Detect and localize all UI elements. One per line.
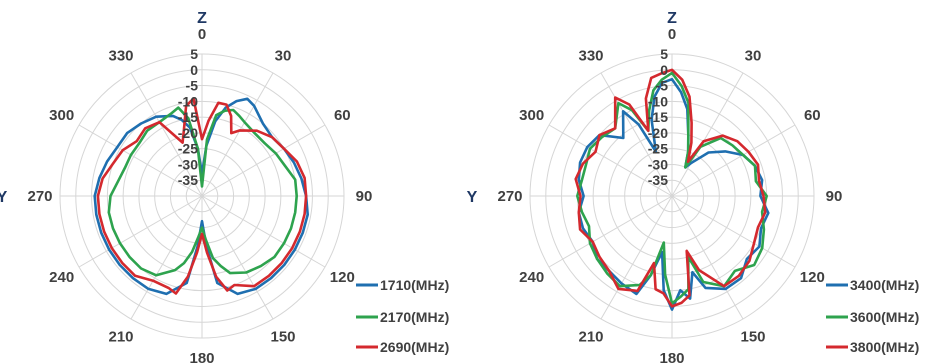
axis-label-y: Y [467,189,478,206]
radial-tick-label: -35 [648,172,668,188]
radial-tick-label: 0 [190,62,198,78]
angle-tick-label: 210 [108,328,133,345]
angle-tick-label: 0 [668,26,676,43]
series-line-3400mhz [577,77,770,311]
angle-tick-label: 180 [659,350,684,363]
radial-tick-label: -10 [178,93,198,109]
grid-spoke [201,124,326,197]
angle-tick-label: 240 [519,269,544,286]
radial-tick-label: -35 [178,172,198,188]
grid-spoke [548,195,673,268]
radial-tick-label: -20 [648,125,668,141]
grid-spoke [78,124,203,197]
legend-entry: 3400(MHz) [850,277,919,293]
grid-spoke [600,72,673,197]
grid-spoke [130,72,203,197]
radial-tick-label: -25 [648,141,668,157]
series-line-3800mhz [574,68,767,308]
grid-spoke [130,195,203,320]
angle-tick-label: 330 [108,48,133,65]
axis-label-z: Z [197,10,207,27]
grid-spoke [671,195,744,320]
radial-tick-label: -15 [648,109,668,125]
angle-tick-label: 300 [519,107,544,124]
angle-tick-label: 240 [49,269,74,286]
angle-tick-label: 120 [330,269,355,286]
grid-spoke [671,72,744,197]
radial-tick-label: 5 [190,46,198,62]
angle-tick-label: 180 [189,350,214,363]
axis-label-y: Y [0,189,8,206]
legend-entry: 3600(MHz) [850,309,919,325]
grid-spoke [78,195,203,268]
legend-entry: 2170(MHz) [380,309,449,325]
radial-tick-label: -20 [178,125,198,141]
series-line-3600mhz [576,71,768,305]
angle-tick-label: 270 [497,188,522,205]
angle-tick-label: 30 [275,48,292,65]
axis-label-z: Z [667,10,677,27]
grid-spoke [671,195,796,268]
radial-tick-label: -25 [178,141,198,157]
grid-spoke [671,124,796,197]
radial-tick-label: -15 [178,109,198,125]
grid-spoke [201,195,274,320]
radial-tick-label: -30 [178,156,198,172]
polar-chart-high-band: 50-5-10-15-20-25-30-35030609012015018021… [467,10,920,363]
angle-tick-label: 90 [826,188,843,205]
angle-tick-label: 120 [800,269,825,286]
radial-tick-label: -5 [656,78,669,94]
legend-entry: 3800(MHz) [850,339,919,355]
series-line-2170mhz [107,106,298,277]
angle-tick-label: 30 [745,48,762,65]
grid-spoke [201,72,274,197]
angle-tick-label: 0 [198,26,206,43]
polar-chart-low-band: 50-5-10-15-20-25-30-35030609012015018021… [0,10,449,363]
angle-tick-label: 300 [49,107,74,124]
legend-entry: 2690(MHz) [380,339,449,355]
radial-tick-label: -10 [648,93,668,109]
radial-tick-label: -5 [186,78,199,94]
angle-tick-label: 60 [804,107,821,124]
radial-tick-label: 0 [660,62,668,78]
legend-entry: 1710(MHz) [380,277,449,293]
angle-tick-label: 330 [578,48,603,65]
angle-tick-label: 60 [334,107,351,124]
grid-spoke [600,195,673,320]
angle-tick-label: 270 [27,188,52,205]
angle-tick-label: 90 [356,188,373,205]
angle-tick-label: 210 [578,328,603,345]
series-line-2690mhz [96,97,308,295]
grid-spoke [201,195,326,268]
angle-tick-label: 150 [740,328,765,345]
radial-tick-label: 5 [660,46,668,62]
radial-tick-label: -30 [648,156,668,172]
angle-tick-label: 150 [270,328,295,345]
grid-spoke [548,124,673,197]
